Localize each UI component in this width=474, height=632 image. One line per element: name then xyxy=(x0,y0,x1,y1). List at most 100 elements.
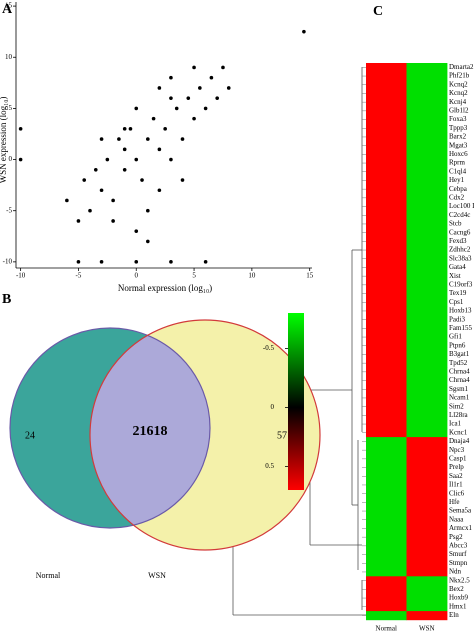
row-label: Chrna4 xyxy=(449,367,470,375)
point xyxy=(157,86,162,90)
row-label: Psg2 xyxy=(449,533,463,541)
row-label: Stmpn xyxy=(449,559,468,567)
heatmap-cell xyxy=(406,97,448,107)
row-label: Hfe xyxy=(449,498,460,506)
row-label: Fam155 xyxy=(449,324,472,332)
panel-label: B xyxy=(2,292,11,307)
row-label: Cps1 xyxy=(449,298,464,306)
heatmap-cell xyxy=(406,506,448,516)
heatmap-cell xyxy=(406,454,448,464)
row-label: Il1r1 xyxy=(449,481,463,489)
row-label: Kcnc1 xyxy=(449,428,468,436)
heatmap-cell xyxy=(406,550,448,560)
heatmap-cell xyxy=(366,141,407,151)
row-label: Cacng6 xyxy=(449,228,471,236)
row-label: Dmarta2 xyxy=(449,63,474,71)
point xyxy=(186,96,191,100)
row-label: Hmx1 xyxy=(449,602,467,610)
point xyxy=(198,86,202,90)
row-label: Rprm xyxy=(449,159,466,167)
row-label: Padi3 xyxy=(449,315,465,323)
heatmap-cell xyxy=(406,393,448,403)
row-label: Hoxc6 xyxy=(449,150,468,158)
x-tick-label: 0 xyxy=(135,272,139,280)
point xyxy=(76,260,81,264)
heatmap-cell xyxy=(366,480,407,490)
point xyxy=(203,260,208,264)
colorbar xyxy=(288,313,304,490)
heatmap-cell xyxy=(366,150,407,160)
row-label: Abcc3 xyxy=(449,541,468,549)
panel-label: A xyxy=(2,2,13,17)
y-tick-label: 10 xyxy=(5,53,13,61)
heatmap-cell xyxy=(406,63,448,73)
heatmap-cell xyxy=(366,524,407,534)
set-count: 24 xyxy=(25,430,35,441)
row-label: Fexd3 xyxy=(449,237,467,245)
point xyxy=(99,188,104,193)
point xyxy=(65,198,69,203)
row-label: Tppp3 xyxy=(449,124,468,132)
panel-label: C xyxy=(373,4,383,19)
heatmap-cell xyxy=(366,515,407,525)
heatmap-cell xyxy=(366,437,407,447)
point xyxy=(82,178,87,182)
row-label: Mgat3 xyxy=(449,141,468,149)
heatmap-cell xyxy=(366,576,407,586)
heatmap-cell xyxy=(406,602,448,612)
heatmap-cell xyxy=(366,358,407,368)
point xyxy=(203,106,208,111)
row-label: Glb1l2 xyxy=(449,106,469,114)
point xyxy=(18,127,23,131)
heatmap-cell xyxy=(366,332,407,342)
row-label: Stcb xyxy=(449,220,462,228)
heatmap-cell xyxy=(366,393,407,403)
heatmap-cell xyxy=(406,202,448,212)
heatmap-cell xyxy=(366,445,407,455)
point xyxy=(157,188,162,193)
heatmap-cell xyxy=(406,358,448,368)
heatmap-cell xyxy=(406,585,448,595)
row-label: Kcnq2 xyxy=(449,89,468,97)
heatmap-cell xyxy=(366,428,407,438)
set-outline xyxy=(89,319,321,551)
heatmap-cell xyxy=(406,280,448,290)
point xyxy=(169,96,173,100)
point xyxy=(151,116,156,121)
point xyxy=(169,260,173,264)
heatmap-cell xyxy=(406,341,448,351)
point xyxy=(146,208,150,213)
row-label: Zdhhc2 xyxy=(449,246,471,254)
row-label: Bex2 xyxy=(449,585,464,593)
row-label: Sgsm1 xyxy=(449,385,469,393)
intersection xyxy=(90,328,210,528)
heatmap-cell xyxy=(366,402,407,412)
y-tick-label: -5 xyxy=(6,206,12,214)
set-outline xyxy=(9,327,211,529)
heatmap-cell xyxy=(406,593,448,603)
heatmap-cell xyxy=(406,576,448,586)
x-tick-label: 5 xyxy=(192,272,196,280)
heatmap-cell xyxy=(406,367,448,377)
heatmap-cell xyxy=(366,89,407,99)
row-label: Casp1 xyxy=(449,454,467,462)
heatmap-cell xyxy=(406,158,448,168)
row-label: Sim2 xyxy=(449,402,464,410)
point xyxy=(180,178,185,182)
point xyxy=(146,137,150,141)
row-label: Hey1 xyxy=(449,176,465,184)
heatmap-cell xyxy=(406,463,448,473)
row-label: Naaa xyxy=(449,515,464,523)
point xyxy=(192,65,196,70)
heatmap-cell xyxy=(366,411,407,421)
row-label: Nkx2.5 xyxy=(449,576,470,584)
heatmap-cell xyxy=(406,350,448,360)
point xyxy=(221,65,225,70)
row-label: C1ql4 xyxy=(449,167,467,175)
x-tick-label: -5 xyxy=(76,272,82,280)
row-label: Smurf xyxy=(449,550,467,558)
column-label: Normal xyxy=(376,625,397,632)
row-label: Saa2 xyxy=(449,472,463,480)
x-axis-label: Normal expression (log₁₀) xyxy=(118,283,212,293)
